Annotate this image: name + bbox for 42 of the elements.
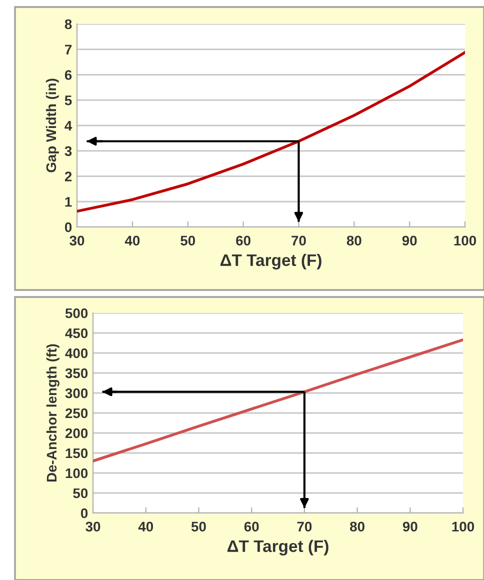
line-series <box>93 338 463 462</box>
y-tick-label: 5 <box>64 96 72 106</box>
y-tick-label: 0 <box>64 222 72 232</box>
y-tick-label: 100 <box>66 468 88 478</box>
x-tick-label: 30 <box>70 236 84 246</box>
y-tick-label: 2 <box>64 172 72 182</box>
y-tick-label: 350 <box>65 368 88 378</box>
x-tick-label: 100 <box>454 236 476 246</box>
x-tick-label: 70 <box>292 236 306 246</box>
y-tick-label: 300 <box>65 388 88 398</box>
y-tick-label: 0 <box>80 508 88 518</box>
x-tick-label: 60 <box>244 522 259 532</box>
y-tick-label: 450 <box>65 328 88 338</box>
x-tick-label: 40 <box>124 236 140 246</box>
x-tick-label: 80 <box>346 236 362 246</box>
x-tick-label: 40 <box>138 522 154 532</box>
y-tick-label: 200 <box>65 428 88 438</box>
x-axis-title: ΔT Target (F) <box>227 540 328 556</box>
x-tick-label: 60 <box>236 236 250 246</box>
x-tick-label: 50 <box>191 522 206 532</box>
x-tick-label: 30 <box>86 522 100 532</box>
y-tick-label: 50 <box>73 488 88 498</box>
y-tick-label: 7 <box>65 44 72 54</box>
x-tick-label: 70 <box>297 522 312 532</box>
y-tick-label: 4 <box>64 120 72 131</box>
y-tick-label: 6 <box>64 70 72 80</box>
y-tick-label: 1 <box>65 197 72 207</box>
x-tick-label: 90 <box>402 522 418 532</box>
x-tick-label: 50 <box>180 236 196 246</box>
x-tick-label: 90 <box>402 236 417 246</box>
x-tick-label: 80 <box>350 522 364 532</box>
x-tick-label: 100 <box>452 522 474 532</box>
y-tick-label: 3 <box>64 146 72 156</box>
y-tick-label: 500 <box>65 308 88 318</box>
y-tick-label: 8 <box>64 19 72 30</box>
y-tick-label: 250 <box>65 408 88 418</box>
y-axis-title: Gap Width (in) <box>46 78 59 172</box>
y-tick-label: 400 <box>65 348 88 358</box>
y-tick-label: 150 <box>66 448 88 458</box>
y-axis-title: De-Anchor length (ft) <box>46 344 60 482</box>
x-axis-title: ΔT Target (F) <box>220 254 322 270</box>
line-series <box>77 51 465 213</box>
